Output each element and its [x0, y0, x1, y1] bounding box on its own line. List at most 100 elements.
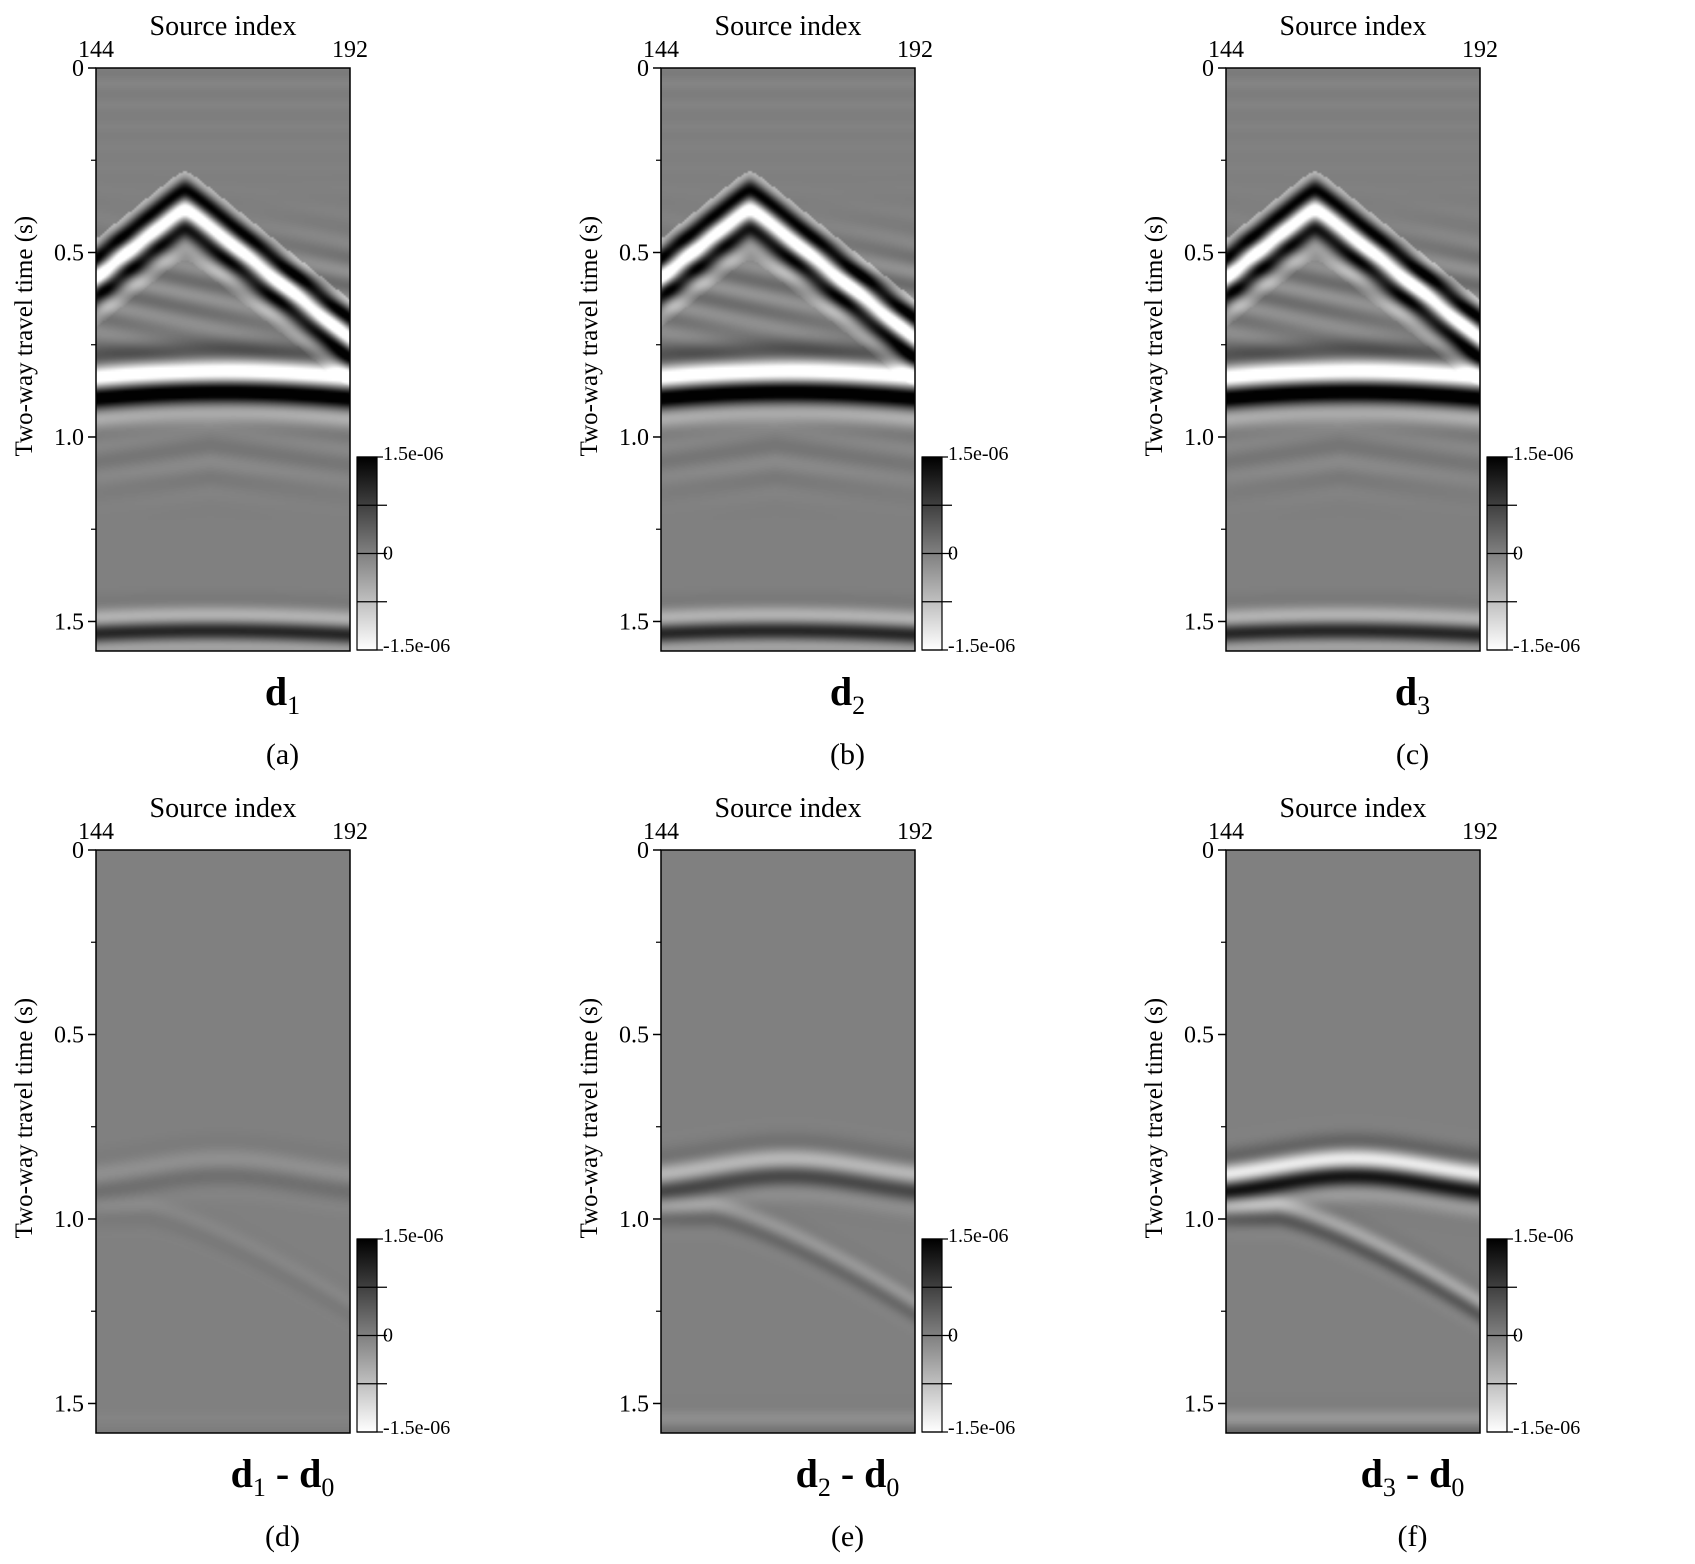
panel-label-a: (a) [265, 738, 300, 771]
seismic-plot-d: Source index 144 192 Two-way travel time (s… [11, 793, 450, 1439]
seismic-image-d [96, 850, 350, 1433]
x-tick-label-a-1: 192 [332, 37, 368, 63]
x-tick-label-b-1: 192 [897, 37, 933, 63]
x-axis-title-a: Source index [150, 11, 297, 42]
colorbar-label-zero-b: 0 [948, 543, 958, 565]
y-axis-title-e: Two-way travel time (s) [576, 998, 603, 1239]
y-tick-label-a-2: 1.0 [54, 425, 84, 451]
panel-f: Source index 144 192 Two-way travel time (s… [1130, 782, 1695, 1564]
y-tick-label-c-1: 0.5 [1184, 240, 1214, 266]
plot-frame-a [95, 67, 351, 652]
y-axis-title-b: Two-way travel time (s) [576, 216, 603, 457]
colorbar-label-max-c: 1.5e-06 [1513, 443, 1574, 465]
panel-formula-b: d2 [829, 669, 866, 720]
panel-label-b: (b) [830, 738, 865, 771]
y-tick-label-c-3: 1.5 [1184, 609, 1214, 635]
y-tick-label-d-2: 1.0 [54, 1207, 84, 1233]
colorbar-label-max-d: 1.5e-06 [383, 1225, 444, 1247]
y-tick-label-d-3: 1.5 [54, 1391, 84, 1417]
seismic-image-a [96, 68, 350, 651]
y-tick-label-b-0: 0 [637, 56, 649, 82]
colorbar-label-zero-a: 0 [383, 543, 393, 565]
x-tick-label-d-1: 192 [332, 819, 368, 845]
x-axis-title-c: Source index [1280, 11, 1427, 42]
y-tick-label-e-3: 1.5 [619, 1391, 649, 1417]
panel-label-c: (c) [1395, 738, 1430, 771]
colorbar-label-min-d: -1.5e-06 [383, 1417, 450, 1439]
colorbar-label-max-a: 1.5e-06 [383, 443, 444, 465]
panel-formula-e: d2 - d0 [795, 1451, 900, 1502]
panel-label-d: (d) [265, 1520, 300, 1553]
panel-c: Source index 144 192 Two-way travel time (s… [1130, 0, 1695, 782]
panel-b: Source index 144 192 Two-way travel time (s… [565, 0, 1130, 782]
colorbar-label-max-e: 1.5e-06 [948, 1225, 1009, 1247]
panel-formula-a: d1 [264, 669, 301, 720]
colorbar-label-min-f: -1.5e-06 [1513, 1417, 1580, 1439]
y-tick-label-d-0: 0 [72, 838, 84, 864]
seismic-plot-b: Source index 144 192 Two-way travel time (s… [576, 11, 1015, 657]
seismic-plot-e: Source index 144 192 Two-way travel time (s… [576, 793, 1015, 1439]
panel-formula-f: d3 - d0 [1360, 1451, 1465, 1502]
colorbar-label-zero-c: 0 [1513, 543, 1523, 565]
panel-label-e: (e) [830, 1520, 865, 1553]
y-tick-label-e-0: 0 [637, 838, 649, 864]
plot-frame-c [1225, 67, 1481, 652]
seismic-image-f [1226, 850, 1480, 1433]
seismic-image-c [1226, 68, 1480, 651]
y-tick-label-c-2: 1.0 [1184, 425, 1214, 451]
y-tick-label-c-0: 0 [1202, 56, 1214, 82]
panel-a: Source index 144 192 Two-way travel time (s… [0, 0, 565, 782]
seismic-plot-f: Source index 144 192 Two-way travel time (s… [1141, 793, 1580, 1439]
seismic-image-b [661, 68, 915, 651]
colorbar-label-zero-f: 0 [1513, 1325, 1523, 1347]
y-tick-label-a-3: 1.5 [54, 609, 84, 635]
y-tick-label-f-2: 1.0 [1184, 1207, 1214, 1233]
x-tick-label-f-0: 144 [1208, 819, 1244, 845]
y-tick-label-d-1: 0.5 [54, 1022, 84, 1048]
plot-frame-f [1225, 849, 1481, 1434]
y-tick-label-a-1: 0.5 [54, 240, 84, 266]
plot-frame-d [95, 849, 351, 1434]
x-tick-label-b-0: 144 [643, 37, 679, 63]
colorbar-label-zero-e: 0 [948, 1325, 958, 1347]
y-axis-title-f: Two-way travel time (s) [1141, 998, 1168, 1239]
panel-d: Source index 144 192 Two-way travel time (s… [0, 782, 565, 1564]
seismic-plot-c: Source index 144 192 Two-way travel time (s… [1141, 11, 1580, 657]
y-tick-label-a-0: 0 [72, 56, 84, 82]
x-axis-title-d: Source index [150, 793, 297, 824]
colorbar-label-max-b: 1.5e-06 [948, 443, 1009, 465]
y-axis-title-a: Two-way travel time (s) [11, 216, 38, 457]
plot-frame-b [660, 67, 916, 652]
colorbar-label-max-f: 1.5e-06 [1513, 1225, 1574, 1247]
y-tick-label-b-3: 1.5 [619, 609, 649, 635]
colorbar-label-zero-d: 0 [383, 1325, 393, 1347]
colorbar-label-min-c: -1.5e-06 [1513, 635, 1580, 657]
y-tick-label-f-0: 0 [1202, 838, 1214, 864]
colorbar-label-min-b: -1.5e-06 [948, 635, 1015, 657]
y-axis-title-d: Two-way travel time (s) [11, 998, 38, 1239]
x-tick-label-d-0: 144 [78, 819, 114, 845]
y-tick-label-e-1: 0.5 [619, 1022, 649, 1048]
seismic-image-e [661, 850, 915, 1433]
x-tick-label-c-1: 192 [1462, 37, 1498, 63]
x-tick-label-e-0: 144 [643, 819, 679, 845]
panel-e: Source index 144 192 Two-way travel time (s… [565, 782, 1130, 1564]
x-tick-label-c-0: 144 [1208, 37, 1244, 63]
y-tick-label-f-1: 0.5 [1184, 1022, 1214, 1048]
y-tick-label-e-2: 1.0 [619, 1207, 649, 1233]
plot-frame-e [660, 849, 916, 1434]
x-axis-title-e: Source index [715, 793, 862, 824]
y-tick-label-b-1: 0.5 [619, 240, 649, 266]
panel-label-f: (f) [1397, 1520, 1428, 1553]
panel-formula-c: d3 [1394, 669, 1431, 720]
seismic-plot-a: Source index 144 192 Two-way travel time (s… [11, 11, 450, 657]
y-tick-label-b-2: 1.0 [619, 425, 649, 451]
colorbar-label-min-e: -1.5e-06 [948, 1417, 1015, 1439]
colorbar-label-min-a: -1.5e-06 [383, 635, 450, 657]
x-axis-title-b: Source index [715, 11, 862, 42]
y-tick-label-f-3: 1.5 [1184, 1391, 1214, 1417]
panel-formula-d: d1 - d0 [230, 1451, 335, 1502]
x-tick-label-f-1: 192 [1462, 819, 1498, 845]
x-tick-label-e-1: 192 [897, 819, 933, 845]
y-axis-title-c: Two-way travel time (s) [1141, 216, 1168, 457]
